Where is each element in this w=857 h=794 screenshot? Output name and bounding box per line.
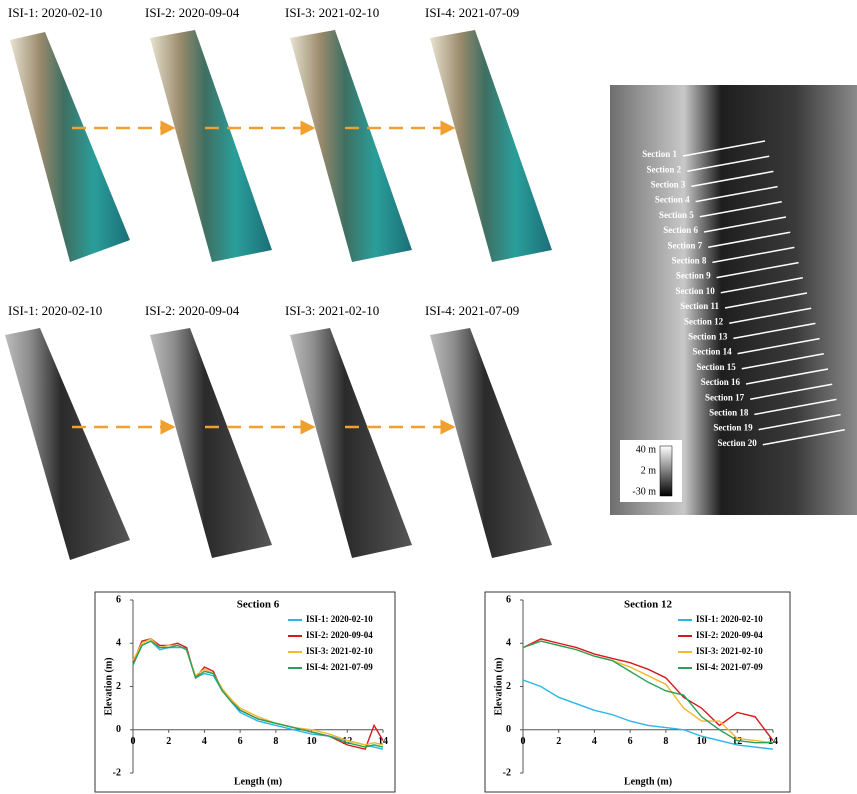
- y-axis-label: Elevation (m): [493, 657, 504, 715]
- aerial-image: [10, 32, 130, 262]
- section-label: Section 8: [672, 255, 707, 265]
- colorbar-label: 2 m: [641, 465, 657, 476]
- x-tick-label: 0: [521, 736, 526, 747]
- aerial-image: [430, 30, 552, 262]
- series-line: [523, 641, 773, 743]
- legend-label: ISI-4: 2021-07-09: [696, 662, 763, 672]
- x-tick-label: 6: [628, 736, 633, 747]
- x-tick-label: 0: [131, 736, 136, 747]
- chart-title: Section 12: [624, 599, 672, 611]
- y-tick-label: 4: [506, 638, 511, 649]
- series-line: [523, 641, 773, 743]
- image-label: ISI-1: 2020-02-10: [8, 303, 102, 318]
- legend-label: ISI-1: 2020-02-10: [696, 614, 763, 624]
- y-tick-label: 6: [116, 594, 121, 605]
- section-label: Section 9: [676, 271, 711, 281]
- section-label: Section 15: [697, 362, 737, 372]
- section-label: Section 12: [684, 316, 724, 326]
- x-axis-label: Length (m): [624, 776, 672, 787]
- y-tick-label: 0: [506, 724, 511, 735]
- x-tick-label: 14: [768, 736, 778, 747]
- image-label: ISI-3: 2021-02-10: [285, 303, 379, 318]
- section-label: Section 7: [667, 240, 702, 250]
- image-label: ISI-4: 2021-07-09: [425, 303, 519, 318]
- colorbar-label: 40 m: [636, 444, 657, 455]
- x-tick-label: 8: [663, 736, 668, 747]
- section-label: Section 19: [713, 423, 753, 433]
- section-label: Section 1: [642, 149, 677, 159]
- x-tick-label: 8: [273, 736, 278, 747]
- x-tick-label: 10: [307, 736, 317, 747]
- y-tick-label: 2: [116, 681, 121, 692]
- section-label: Section 6: [663, 225, 698, 235]
- image-label: ISI-2: 2020-09-04: [145, 303, 240, 318]
- chart-title: Section 6: [237, 599, 280, 611]
- image-label: ISI-3: 2021-02-10: [285, 5, 379, 20]
- arrows: [72, 128, 448, 427]
- legend-label: ISI-1: 2020-02-10: [306, 614, 373, 624]
- dem-image: [430, 328, 552, 558]
- series-line: [133, 641, 383, 749]
- section-label: Section 16: [701, 377, 741, 387]
- dem-image: [5, 328, 130, 560]
- dem-image: [150, 328, 272, 558]
- y-tick-label: 0: [116, 724, 121, 735]
- x-tick-label: 4: [202, 736, 207, 747]
- section-label: Section 11: [680, 301, 719, 311]
- y-tick-label: 4: [116, 638, 121, 649]
- x-tick-label: 2: [556, 736, 561, 747]
- dem-image: [290, 328, 412, 558]
- x-tick-label: 2: [166, 736, 171, 747]
- section-label: Section 5: [659, 210, 694, 220]
- section-label: Section 17: [705, 392, 745, 402]
- section-label: Section 20: [718, 438, 758, 448]
- y-tick-label: 6: [506, 594, 511, 605]
- colorbar: [660, 446, 672, 496]
- legend-label: ISI-2: 2020-09-04: [696, 630, 763, 640]
- colorbar-label: -30 m: [632, 486, 656, 497]
- section-label: Section 18: [709, 407, 749, 417]
- y-axis-label: Elevation (m): [103, 657, 114, 715]
- image-label: ISI-4: 2021-07-09: [425, 5, 519, 20]
- x-tick-label: 14: [378, 736, 388, 747]
- x-tick-label: 6: [238, 736, 243, 747]
- aerial-strips: [5, 30, 552, 560]
- y-tick-label: -2: [113, 767, 121, 778]
- image-label: ISI-1: 2020-02-10: [8, 5, 102, 20]
- legend-label: ISI-4: 2021-07-09: [306, 662, 373, 672]
- section-label: Section 2: [646, 164, 681, 174]
- section-label: Section 10: [676, 286, 716, 296]
- legend-label: ISI-3: 2021-02-10: [696, 646, 763, 656]
- x-axis-label: Length (m): [234, 776, 282, 787]
- y-tick-label: -2: [503, 767, 511, 778]
- page: 40 m 2 m -30 m ISI-1: 2020-02-10 ISI-2: 2…: [0, 0, 857, 794]
- image-label: ISI-2: 2020-09-04: [145, 5, 240, 20]
- legend-label: ISI-2: 2020-09-04: [306, 630, 373, 640]
- x-tick-label: 4: [592, 736, 597, 747]
- aerial-image: [150, 30, 272, 262]
- aerial-image: [290, 30, 412, 262]
- section-label: Section 14: [692, 347, 732, 357]
- section-label: Section 13: [688, 331, 728, 341]
- y-tick-label: 2: [506, 681, 511, 692]
- section-label: Section 3: [651, 179, 686, 189]
- legend-label: ISI-3: 2021-02-10: [306, 646, 373, 656]
- series-line: [133, 641, 383, 747]
- figure: 40 m 2 m -30 m ISI-1: 2020-02-10 ISI-2: 2…: [0, 0, 857, 794]
- section-label: Section 4: [655, 195, 690, 205]
